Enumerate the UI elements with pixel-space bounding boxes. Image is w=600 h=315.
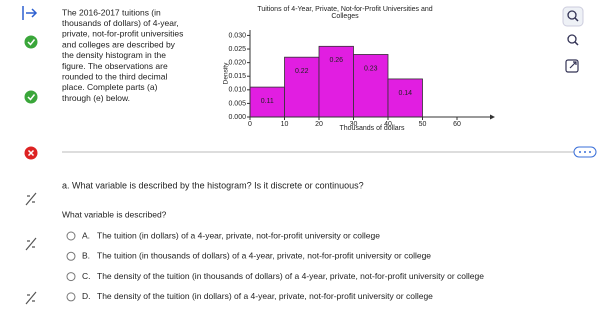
x-tick-label: 40 bbox=[384, 121, 392, 128]
x-tick-label: 50 bbox=[419, 121, 427, 128]
option-text[interactable]: The tuition (in dollars) of a 4-year, pr… bbox=[97, 230, 380, 240]
bar-label: 0.11 bbox=[261, 98, 274, 105]
y-tick-label: 0.000 bbox=[228, 114, 246, 121]
radio-button[interactable] bbox=[66, 251, 76, 261]
status-correct bbox=[24, 35, 38, 49]
y-axis-label: Density bbox=[223, 62, 230, 84]
problem-text: thousands of dollars) of 4-year, bbox=[62, 18, 179, 28]
more-button[interactable] bbox=[573, 146, 597, 158]
question-part: a. What variable is described by the his… bbox=[62, 180, 364, 190]
problem-text: through (e) below. bbox=[62, 93, 130, 103]
bar-label: 0.14 bbox=[398, 90, 412, 97]
problem-text: The 2016-2017 tuitions (in bbox=[62, 7, 161, 17]
y-tick-label: 0.005 bbox=[228, 100, 246, 107]
x-axis-label: Thousands of dollars bbox=[340, 125, 405, 132]
option-letter: A. bbox=[82, 230, 90, 240]
bar-label: 0.23 bbox=[364, 65, 378, 72]
zoom-in-button[interactable] bbox=[562, 6, 584, 27]
y-tick-label: 0.030 bbox=[228, 32, 246, 39]
x-tick-label: 60 bbox=[453, 121, 461, 128]
zoom-out-button[interactable] bbox=[567, 34, 579, 46]
x-tick-label: 20 bbox=[315, 121, 323, 128]
x-tick-label: 10 bbox=[281, 121, 289, 128]
radio-button[interactable] bbox=[66, 231, 76, 241]
option-letter: D. bbox=[82, 291, 91, 301]
y-tick-label: 0.025 bbox=[228, 46, 246, 53]
status-partial bbox=[25, 291, 37, 305]
problem-text: private, not-for-profit universities bbox=[62, 29, 183, 39]
problem-text: rounded to the third decimal bbox=[62, 71, 167, 81]
chart-title: Tuitions of 4-Year, Private, Not-for-Pro… bbox=[257, 6, 432, 13]
option-text[interactable]: The tuition (in thousands of dollars) of… bbox=[97, 251, 431, 261]
option-letter: B. bbox=[82, 251, 90, 261]
bar-label: 0.22 bbox=[295, 68, 309, 75]
option-letter: C. bbox=[82, 271, 91, 281]
x-axis-arrow bbox=[490, 114, 495, 120]
histogram-bar bbox=[284, 56, 320, 118]
histogram-bar bbox=[353, 54, 389, 118]
y-tick-label: 0.015 bbox=[228, 73, 246, 80]
radio-button[interactable] bbox=[66, 272, 76, 282]
histogram-bar bbox=[318, 45, 354, 118]
nav-arrow[interactable] bbox=[22, 6, 38, 20]
status-correct bbox=[24, 90, 38, 104]
x-tick-label: 0 bbox=[248, 121, 252, 128]
histogram-bar bbox=[249, 86, 285, 118]
y-tick-label: 0.010 bbox=[228, 87, 246, 94]
status-partial bbox=[25, 237, 37, 251]
option-text[interactable]: The density of the tuition (in thousands… bbox=[97, 271, 484, 281]
question-prompt: What variable is described? bbox=[62, 209, 167, 219]
status-partial bbox=[25, 192, 37, 206]
option-text[interactable]: The density of the tuition (in dollars) … bbox=[97, 291, 433, 301]
chart-title: Colleges bbox=[331, 13, 359, 20]
problem-text: figure. The observations are bbox=[62, 61, 168, 71]
x-tick-label: 30 bbox=[350, 121, 358, 128]
open-external-button[interactable] bbox=[565, 59, 579, 73]
problem-text: place. Complete parts (a) bbox=[62, 82, 158, 92]
bar-label: 0.26 bbox=[329, 57, 343, 64]
problem-text: the density histogram in the bbox=[62, 50, 166, 60]
problem-text: and colleges are described by bbox=[62, 39, 176, 49]
histogram-bar bbox=[387, 78, 423, 118]
radio-button[interactable] bbox=[66, 292, 76, 302]
y-tick-label: 0.020 bbox=[228, 59, 246, 66]
status-wrong bbox=[24, 146, 38, 160]
